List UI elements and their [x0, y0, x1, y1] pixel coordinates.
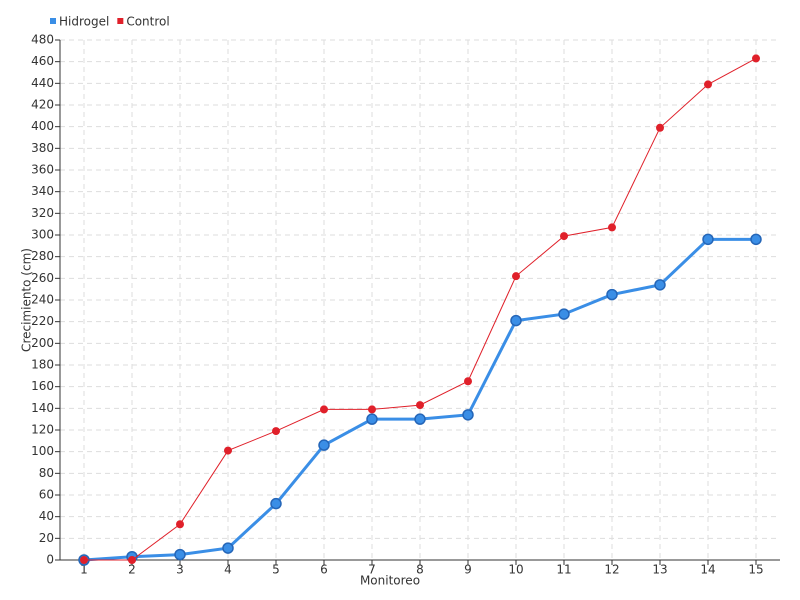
- y-tick-label: 360: [31, 163, 54, 177]
- x-tick-label: 6: [320, 563, 328, 577]
- y-tick-label: 40: [39, 509, 54, 523]
- x-tick-label: 8: [416, 563, 424, 577]
- y-tick-label: 200: [31, 336, 54, 350]
- x-tick-label: 12: [604, 563, 619, 577]
- data-point: [702, 233, 714, 246]
- x-tick-label: 9: [464, 563, 472, 577]
- y-tick-label: 180: [31, 358, 54, 372]
- y-tick-label: 400: [31, 119, 54, 133]
- y-tick-label: 480: [31, 33, 54, 47]
- data-point: [510, 314, 522, 327]
- data-point: [270, 497, 282, 510]
- data-point: [608, 223, 616, 232]
- x-tick-label: 1: [80, 563, 88, 577]
- data-point: [80, 556, 88, 564]
- y-tick-label: 100: [31, 444, 54, 458]
- x-tick-label: 4: [224, 563, 232, 577]
- data-point: [318, 439, 330, 451]
- data-point: [414, 413, 426, 425]
- y-tick-label: 340: [31, 184, 54, 198]
- data-point: [174, 548, 186, 561]
- y-tick-label: 320: [31, 206, 54, 220]
- y-tick-label: 60: [39, 488, 54, 502]
- x-tick-label: 3: [176, 563, 184, 577]
- data-point: [704, 80, 712, 89]
- data-point: [320, 405, 328, 414]
- y-tick-label: 440: [31, 76, 54, 90]
- y-tick-label: 220: [31, 314, 54, 328]
- x-tick-label: 5: [272, 563, 280, 577]
- legend-label: Control: [126, 15, 169, 29]
- data-point: [606, 288, 618, 301]
- x-tick-label: 10: [508, 563, 523, 577]
- x-tick-label: 14: [700, 563, 715, 577]
- y-tick-label: 160: [31, 379, 54, 393]
- x-tick-label: 2: [128, 563, 136, 577]
- y-tick-label: 420: [31, 98, 54, 112]
- y-tick-label: 380: [31, 141, 54, 155]
- y-tick-label: 300: [31, 228, 54, 242]
- data-point: [558, 308, 570, 320]
- y-tick-label: 460: [31, 54, 54, 68]
- data-point: [464, 377, 472, 386]
- x-tick-label: 15: [748, 563, 763, 577]
- legend-swatch: [50, 18, 56, 24]
- data-point: [462, 409, 474, 421]
- data-point: [752, 54, 760, 63]
- y-tick-label: 0: [46, 553, 54, 567]
- x-tick-label: 11: [556, 563, 571, 577]
- legend-swatch: [117, 18, 124, 24]
- data-point: [512, 272, 520, 281]
- legend-item: Hidrogel: [50, 15, 109, 29]
- data-point: [416, 401, 424, 410]
- data-point: [222, 542, 234, 554]
- y-tick-label: 120: [31, 423, 54, 437]
- y-tick-label: 240: [31, 293, 54, 307]
- y-tick-label: 140: [31, 401, 54, 415]
- data-point: [368, 405, 376, 414]
- data-point: [224, 446, 232, 455]
- data-point: [654, 279, 666, 291]
- y-axis-label: Crecimiento (cm): [20, 248, 34, 352]
- legend-label: Hidrogel: [59, 15, 109, 29]
- x-axis-label: Monitoreo: [360, 574, 420, 588]
- y-tick-label: 280: [31, 249, 54, 263]
- legend-item: Control: [117, 15, 170, 29]
- x-tick-label: 13: [652, 563, 667, 577]
- y-tick-label: 80: [39, 466, 54, 480]
- data-point: [656, 123, 664, 132]
- data-point: [272, 427, 280, 436]
- x-tick-label: 7: [368, 563, 376, 577]
- y-tick-label: 20: [39, 531, 54, 545]
- data-point: [176, 520, 184, 529]
- y-tick-label: 260: [31, 271, 54, 285]
- data-point: [750, 233, 762, 246]
- data-point: [560, 232, 568, 241]
- data-point: [366, 413, 378, 425]
- data-point: [128, 556, 136, 564]
